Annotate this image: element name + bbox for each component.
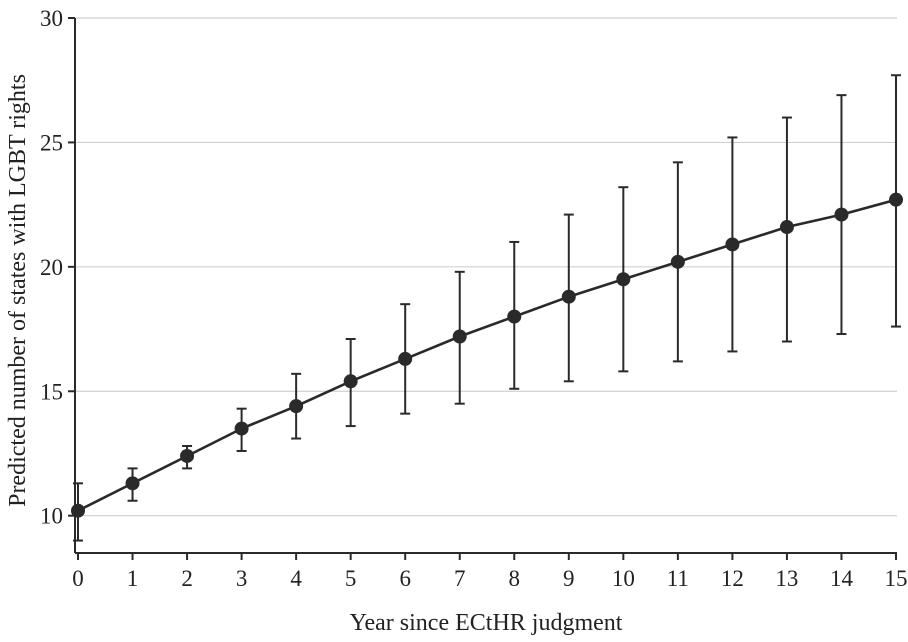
data-point xyxy=(561,289,576,304)
x-axis-ticks: 0 1 2 3 4 5 6 7 8 9 10 11 12 13 14 15 xyxy=(72,553,908,591)
data-point xyxy=(71,503,85,518)
error-bars xyxy=(73,74,901,542)
data-point xyxy=(289,399,304,414)
x-tick-label: 5 xyxy=(345,566,357,591)
data-point xyxy=(834,207,849,222)
x-tick-label: 6 xyxy=(399,566,411,591)
x-tick-label: 8 xyxy=(509,566,521,591)
x-tick-label: 1 xyxy=(127,566,139,591)
data-point xyxy=(343,374,358,389)
axes xyxy=(74,18,897,554)
x-axis-label: Year since ECtHR judgment xyxy=(350,610,623,636)
y-tick-label: 25 xyxy=(40,130,63,155)
series-line xyxy=(77,198,897,512)
x-tick-label: 13 xyxy=(775,566,798,591)
y-tick-label: 10 xyxy=(40,504,63,529)
x-tick-label: 15 xyxy=(885,566,908,591)
x-tick-label: 0 xyxy=(72,566,84,591)
x-tick-label: 11 xyxy=(667,566,689,591)
data-point xyxy=(616,272,631,287)
data-point xyxy=(180,448,195,463)
y-tick-label: 20 xyxy=(40,255,63,280)
x-tick-label: 12 xyxy=(721,566,744,591)
grid-lines xyxy=(75,17,897,517)
y-tick-label: 15 xyxy=(40,379,63,404)
data-point xyxy=(889,192,903,207)
y-tick-label: 30 xyxy=(40,6,63,31)
x-tick-label: 3 xyxy=(236,566,248,591)
x-tick-label: 14 xyxy=(830,566,854,591)
y-axis-ticks: 10 15 20 25 30 xyxy=(40,6,75,529)
x-tick-label: 7 xyxy=(454,566,466,591)
data-point xyxy=(670,254,685,269)
data-point xyxy=(452,329,467,344)
x-tick-label: 9 xyxy=(563,566,575,591)
data-point xyxy=(507,309,522,324)
data-point xyxy=(725,237,740,252)
y-axis-label: Predicted number of states with LGBT rig… xyxy=(5,74,31,507)
series-line-path xyxy=(77,198,897,512)
data-point xyxy=(779,220,794,235)
data-point xyxy=(398,351,413,366)
data-points xyxy=(71,192,903,518)
x-tick-label: 4 xyxy=(290,566,302,591)
x-tick-label: 2 xyxy=(181,566,193,591)
data-point xyxy=(125,476,140,491)
x-tick-label: 10 xyxy=(612,566,635,591)
data-point xyxy=(234,421,249,436)
